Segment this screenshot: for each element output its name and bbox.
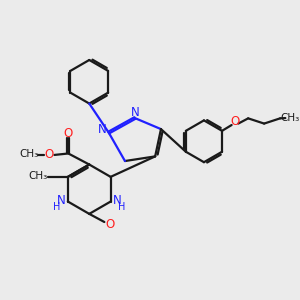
Text: O: O — [64, 127, 73, 140]
Text: CH₃: CH₃ — [20, 149, 39, 159]
Text: CH₃: CH₃ — [280, 113, 300, 123]
Text: O: O — [105, 218, 114, 231]
Text: H: H — [53, 202, 61, 212]
Text: N: N — [130, 106, 139, 119]
Text: H: H — [118, 202, 125, 212]
Text: CH₃: CH₃ — [28, 171, 48, 181]
Text: N: N — [112, 194, 122, 207]
Text: N: N — [98, 123, 107, 136]
Text: O: O — [231, 115, 240, 128]
Text: O: O — [45, 148, 54, 160]
Text: N: N — [57, 194, 66, 207]
